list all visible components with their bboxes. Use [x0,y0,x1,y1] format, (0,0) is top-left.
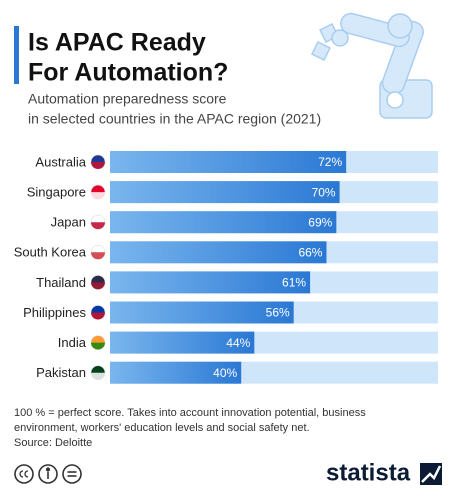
category-label: Australia [35,154,86,169]
chart-title: For Automation? [28,59,228,87]
value-label: 56% [266,306,290,320]
chart-subtitle: in selected countries in the APAC region… [28,111,321,127]
value-label: 72% [318,155,342,169]
category-label: India [58,335,87,350]
flag [91,222,105,230]
bar [110,211,337,234]
bar [110,241,327,264]
brand-mark [420,463,442,485]
value-label: 69% [308,215,332,229]
robot-illustration [310,12,433,119]
bar [110,151,347,173]
flag [91,282,105,290]
category-label: Singapore [27,185,86,200]
flag [91,312,105,320]
chart-title: Is APAC Ready [28,29,206,57]
footnote: 100 % = perfect score. Takes into accoun… [14,407,366,419]
flag [91,372,105,380]
category-label: Japan [51,215,86,230]
bar [110,361,242,384]
bar [110,301,294,324]
flag [91,252,105,260]
source: Source: Deloitte [14,437,92,449]
bar [110,181,340,204]
license-icons [14,464,82,484]
value-label: 61% [282,276,306,290]
value-label: 40% [213,366,237,380]
category-label: Philippines [23,305,86,320]
category-label: Pakistan [36,365,86,380]
flag [91,162,105,169]
value-label: 44% [226,336,250,350]
category-label: Thailand [36,275,86,290]
flag [91,192,105,200]
flag [91,342,105,350]
brand-logo: statista [326,459,411,486]
value-label: 66% [298,245,322,259]
category-label: South Korea [14,245,87,260]
bar [110,331,255,354]
bar [110,271,311,294]
value-label: 70% [312,185,336,199]
chart-subtitle: Automation preparedness score [28,91,227,107]
title-accent [14,26,19,84]
footnote: environment, workers' education levels a… [14,422,310,434]
